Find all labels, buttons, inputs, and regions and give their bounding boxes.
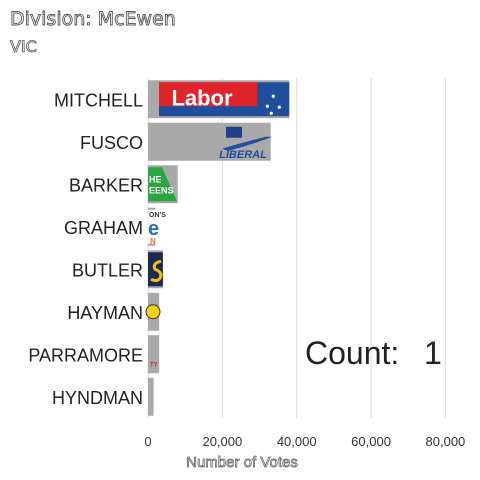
count-label: Count: <box>305 335 399 371</box>
category-label: MITCHELL <box>54 90 143 110</box>
x-tick-label: 0 <box>144 434 151 449</box>
category-label: HYNDMAN <box>52 388 143 408</box>
liberal-logo-swoosh <box>222 136 272 151</box>
labor-logo-star <box>269 111 273 115</box>
category-label: PARRAMORE <box>28 345 143 365</box>
bar-logo-graham: ON'SeN <box>148 209 170 246</box>
bar-logo-parramore: TY <box>150 362 158 368</box>
x-tick-label: 60,000 <box>351 434 391 449</box>
category-label: BARKER <box>69 175 143 195</box>
chart-title: Division: McEwen <box>10 8 176 30</box>
bar-logo-fusco: LIBERAL <box>219 126 272 161</box>
graham-logo-text: e <box>148 218 159 240</box>
labor-logo-star <box>271 94 275 98</box>
greens-logo-shape <box>148 167 177 202</box>
x-tick-label: 80,000 <box>426 434 466 449</box>
x-axis-label: Number of Votes <box>186 454 298 471</box>
graham-logo-bg <box>148 209 170 244</box>
graham-logo-text: N <box>150 237 156 246</box>
greens-logo-text: EENS <box>149 185 174 195</box>
x-tick-label: 40,000 <box>277 434 317 449</box>
x-tick-labels: 0 20,000 40,000 60,000 80,000 <box>144 434 465 449</box>
bar-logo-hayman <box>145 304 161 320</box>
bar-hyndman <box>148 377 154 416</box>
liberal-logo-text: LIBERAL <box>219 149 267 161</box>
category-label: GRAHAM <box>64 218 143 238</box>
butler-logo-mark <box>150 259 163 283</box>
category-labels: MITCHELL FUSCO BARKER GRAHAM BUTLER HAYMAN PAR… <box>28 90 143 408</box>
chart-subtitle: VIC <box>10 37 37 56</box>
liberal-logo-flag <box>226 126 242 138</box>
category-label: BUTLER <box>72 260 143 280</box>
parramore-logo-text: TY <box>150 362 158 368</box>
category-label: HAYMAN <box>67 303 143 323</box>
graham-logo-text: ON'S <box>149 212 166 219</box>
greens-logo-text: HE <box>149 174 162 184</box>
labor-logo-red <box>159 82 258 107</box>
hayman-logo-circle <box>145 304 161 320</box>
labor-logo-star <box>265 104 269 108</box>
x-tick-label: 20,000 <box>202 434 242 449</box>
bar-parramore <box>148 335 160 374</box>
count-value: 1 <box>424 335 442 371</box>
category-label: FUSCO <box>80 133 143 153</box>
labor-logo-text: Labor <box>171 85 233 110</box>
labor-logo-star <box>277 105 281 109</box>
bar-logo-butler <box>148 252 163 287</box>
bar-logo-mitchell: Labor <box>159 82 290 117</box>
